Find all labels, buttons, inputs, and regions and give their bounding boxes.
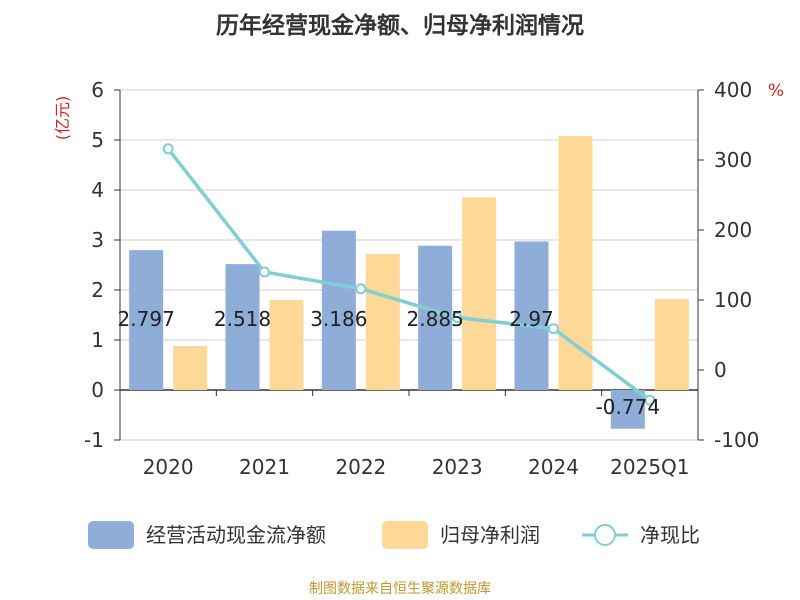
bar-net-profit [654,299,689,390]
left-axis-tick-label: -1 [84,428,104,452]
left-axis-tick-label: 0 [91,378,104,402]
bar-net-profit [558,136,593,390]
x-axis-tick-label: 2023 [432,455,483,479]
legend-swatch-net-profit [382,521,428,549]
bar-cash-flow [321,230,356,390]
left-axis-tick-label: 3 [91,228,104,252]
right-axis-unit: % [768,81,784,101]
bar-cash-flow [610,390,645,429]
x-axis-tick-label: 2025Q1 [610,455,689,479]
bar-net-profit [269,300,304,390]
line-ratio-point [548,323,559,335]
line-ratio-point [162,143,174,155]
bar-cash-flow [225,264,260,390]
right-axis-tick-label: -100 [714,428,759,452]
data-label-cash-flow: 2.518 [214,307,271,331]
data-label-cash-flow: 3.186 [310,307,367,331]
legend-swatch-cash-flow [88,521,134,549]
right-axis-tick-label: 300 [714,148,752,172]
bar-net-profit [462,197,497,390]
bar-cash-flow [514,241,549,390]
bar-net-profit [365,254,400,390]
left-axis-unit: (亿元) [53,96,72,141]
left-axis-tick-label: 5 [91,128,104,152]
left-axis-tick-label: 2 [91,278,104,302]
right-axis-tick-label: 200 [714,218,752,242]
right-axis-tick-label: 400 [714,78,752,102]
right-axis-tick-label: 100 [714,288,752,312]
left-axis-tick-label: 1 [91,328,104,352]
chart-title: 历年经营现金净额、归母净利润情况 [216,13,584,39]
right-axis-tick-label: 0 [714,358,727,382]
line-ratio-point [451,312,463,323]
x-axis-tick-label: 2022 [335,455,386,479]
left-axis-tick-label: 6 [91,78,104,102]
x-axis-tick-label: 2024 [528,455,579,479]
legend-swatch-ratio-marker [594,524,616,546]
data-label-cash-flow: 2.885 [407,307,464,331]
left-axis-tick-label: 4 [91,178,104,202]
legend-label-cash-flow: 经营活动现金流净额 [146,523,326,547]
line-ratio-point [259,266,270,278]
line-ratio [166,147,651,402]
bar-cash-flow [418,245,453,390]
line-ratio-point [644,394,656,406]
bar-net-profit [173,346,208,390]
legend-label-net-profit: 归母净利润 [440,523,540,547]
x-axis-tick-label: 2020 [143,455,194,479]
data-label-cash-flow: 2.97 [509,307,554,331]
legend-label-ratio: 净现比 [640,523,700,547]
data-source-note: 制图数据来自恒生聚源数据库 [309,581,491,597]
line-ratio-point [355,283,367,295]
data-label-cash-flow: 2.797 [118,307,175,331]
data-label-cash-flow: -0.774 [596,395,660,419]
x-axis-tick-label: 2021 [239,455,290,479]
bar-cash-flow [129,250,164,390]
